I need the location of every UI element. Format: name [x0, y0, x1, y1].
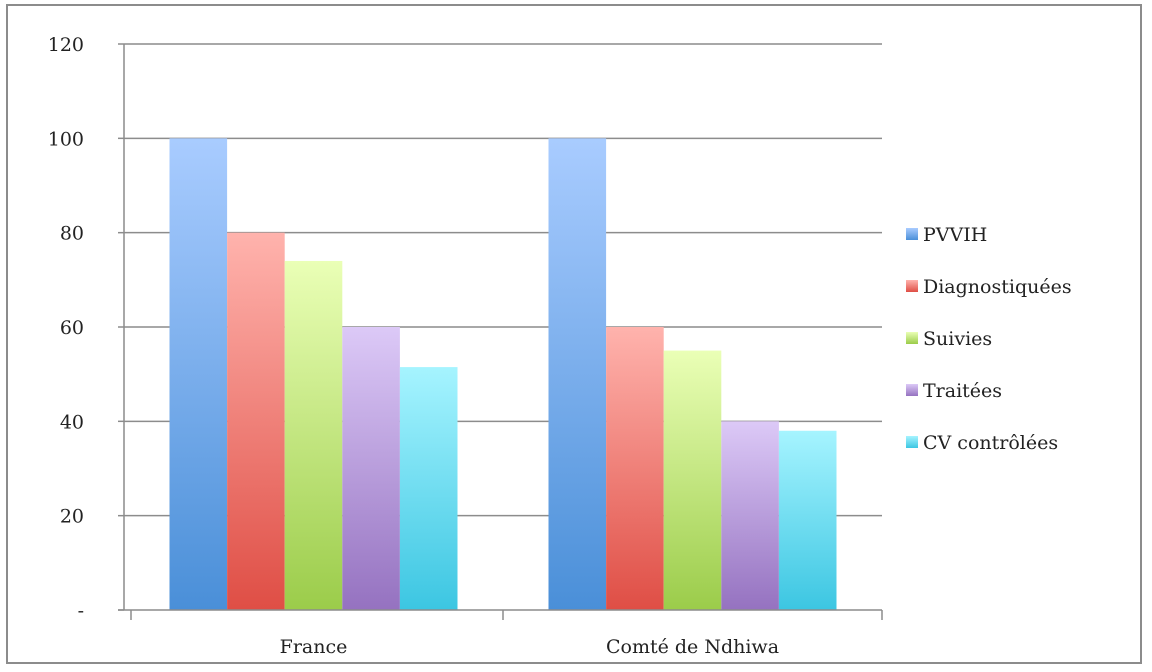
legend-label: CV contrôlées	[923, 432, 1058, 454]
legend-swatch	[906, 384, 918, 396]
bar-cv-contr-l-es-1	[778, 430, 837, 610]
bar-trait-es-1	[721, 421, 779, 610]
bar-cv-contr-l-es-0	[399, 367, 458, 610]
y-tick-label: 60	[60, 317, 84, 339]
axes	[118, 44, 883, 620]
legend-label: PVVIH	[923, 224, 987, 246]
bar-pvvih-1	[548, 138, 607, 611]
y-tick-label: 100	[48, 128, 84, 150]
y-tick-label: 20	[60, 506, 84, 528]
y-tick-label: 40	[60, 411, 84, 433]
bar-suivies-0	[284, 260, 343, 610]
bar-pvvih-0	[169, 138, 228, 611]
y-tick-label: 120	[48, 34, 84, 56]
x-category-label: France	[280, 636, 348, 658]
bar-diagnostiqu-es-1	[606, 327, 664, 610]
legend-swatch	[906, 436, 918, 448]
legend-swatch	[906, 280, 918, 292]
legend-label: Diagnostiquées	[923, 276, 1072, 298]
y-tick-label: 80	[60, 223, 84, 245]
legend-label: Suivies	[923, 328, 992, 350]
bars	[169, 138, 837, 611]
legend-label: Traitées	[923, 380, 1002, 402]
y-tick-label: -	[78, 600, 84, 622]
bar-suivies-1	[663, 350, 722, 610]
x-axis-labels: France Comté de Ndhiwa	[280, 636, 779, 658]
legend: PVVIH Diagnostiquées Suivies Traitées CV con…	[906, 224, 1072, 454]
y-axis-ticks: - 20 40 60 80 100 120	[48, 34, 124, 622]
bar-diagnostiqu-es-0	[227, 232, 285, 610]
legend-swatch	[906, 228, 918, 240]
legend-swatch	[906, 332, 918, 344]
bar-trait-es-0	[342, 327, 400, 610]
x-category-label: Comté de Ndhiwa	[606, 636, 779, 658]
